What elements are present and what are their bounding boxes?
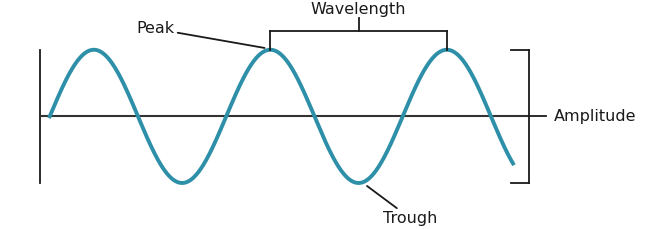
Text: Trough: Trough	[367, 186, 438, 226]
Text: Peak: Peak	[137, 22, 265, 48]
Text: Amplitude: Amplitude	[554, 109, 636, 124]
Text: Wavelength: Wavelength	[311, 2, 406, 17]
